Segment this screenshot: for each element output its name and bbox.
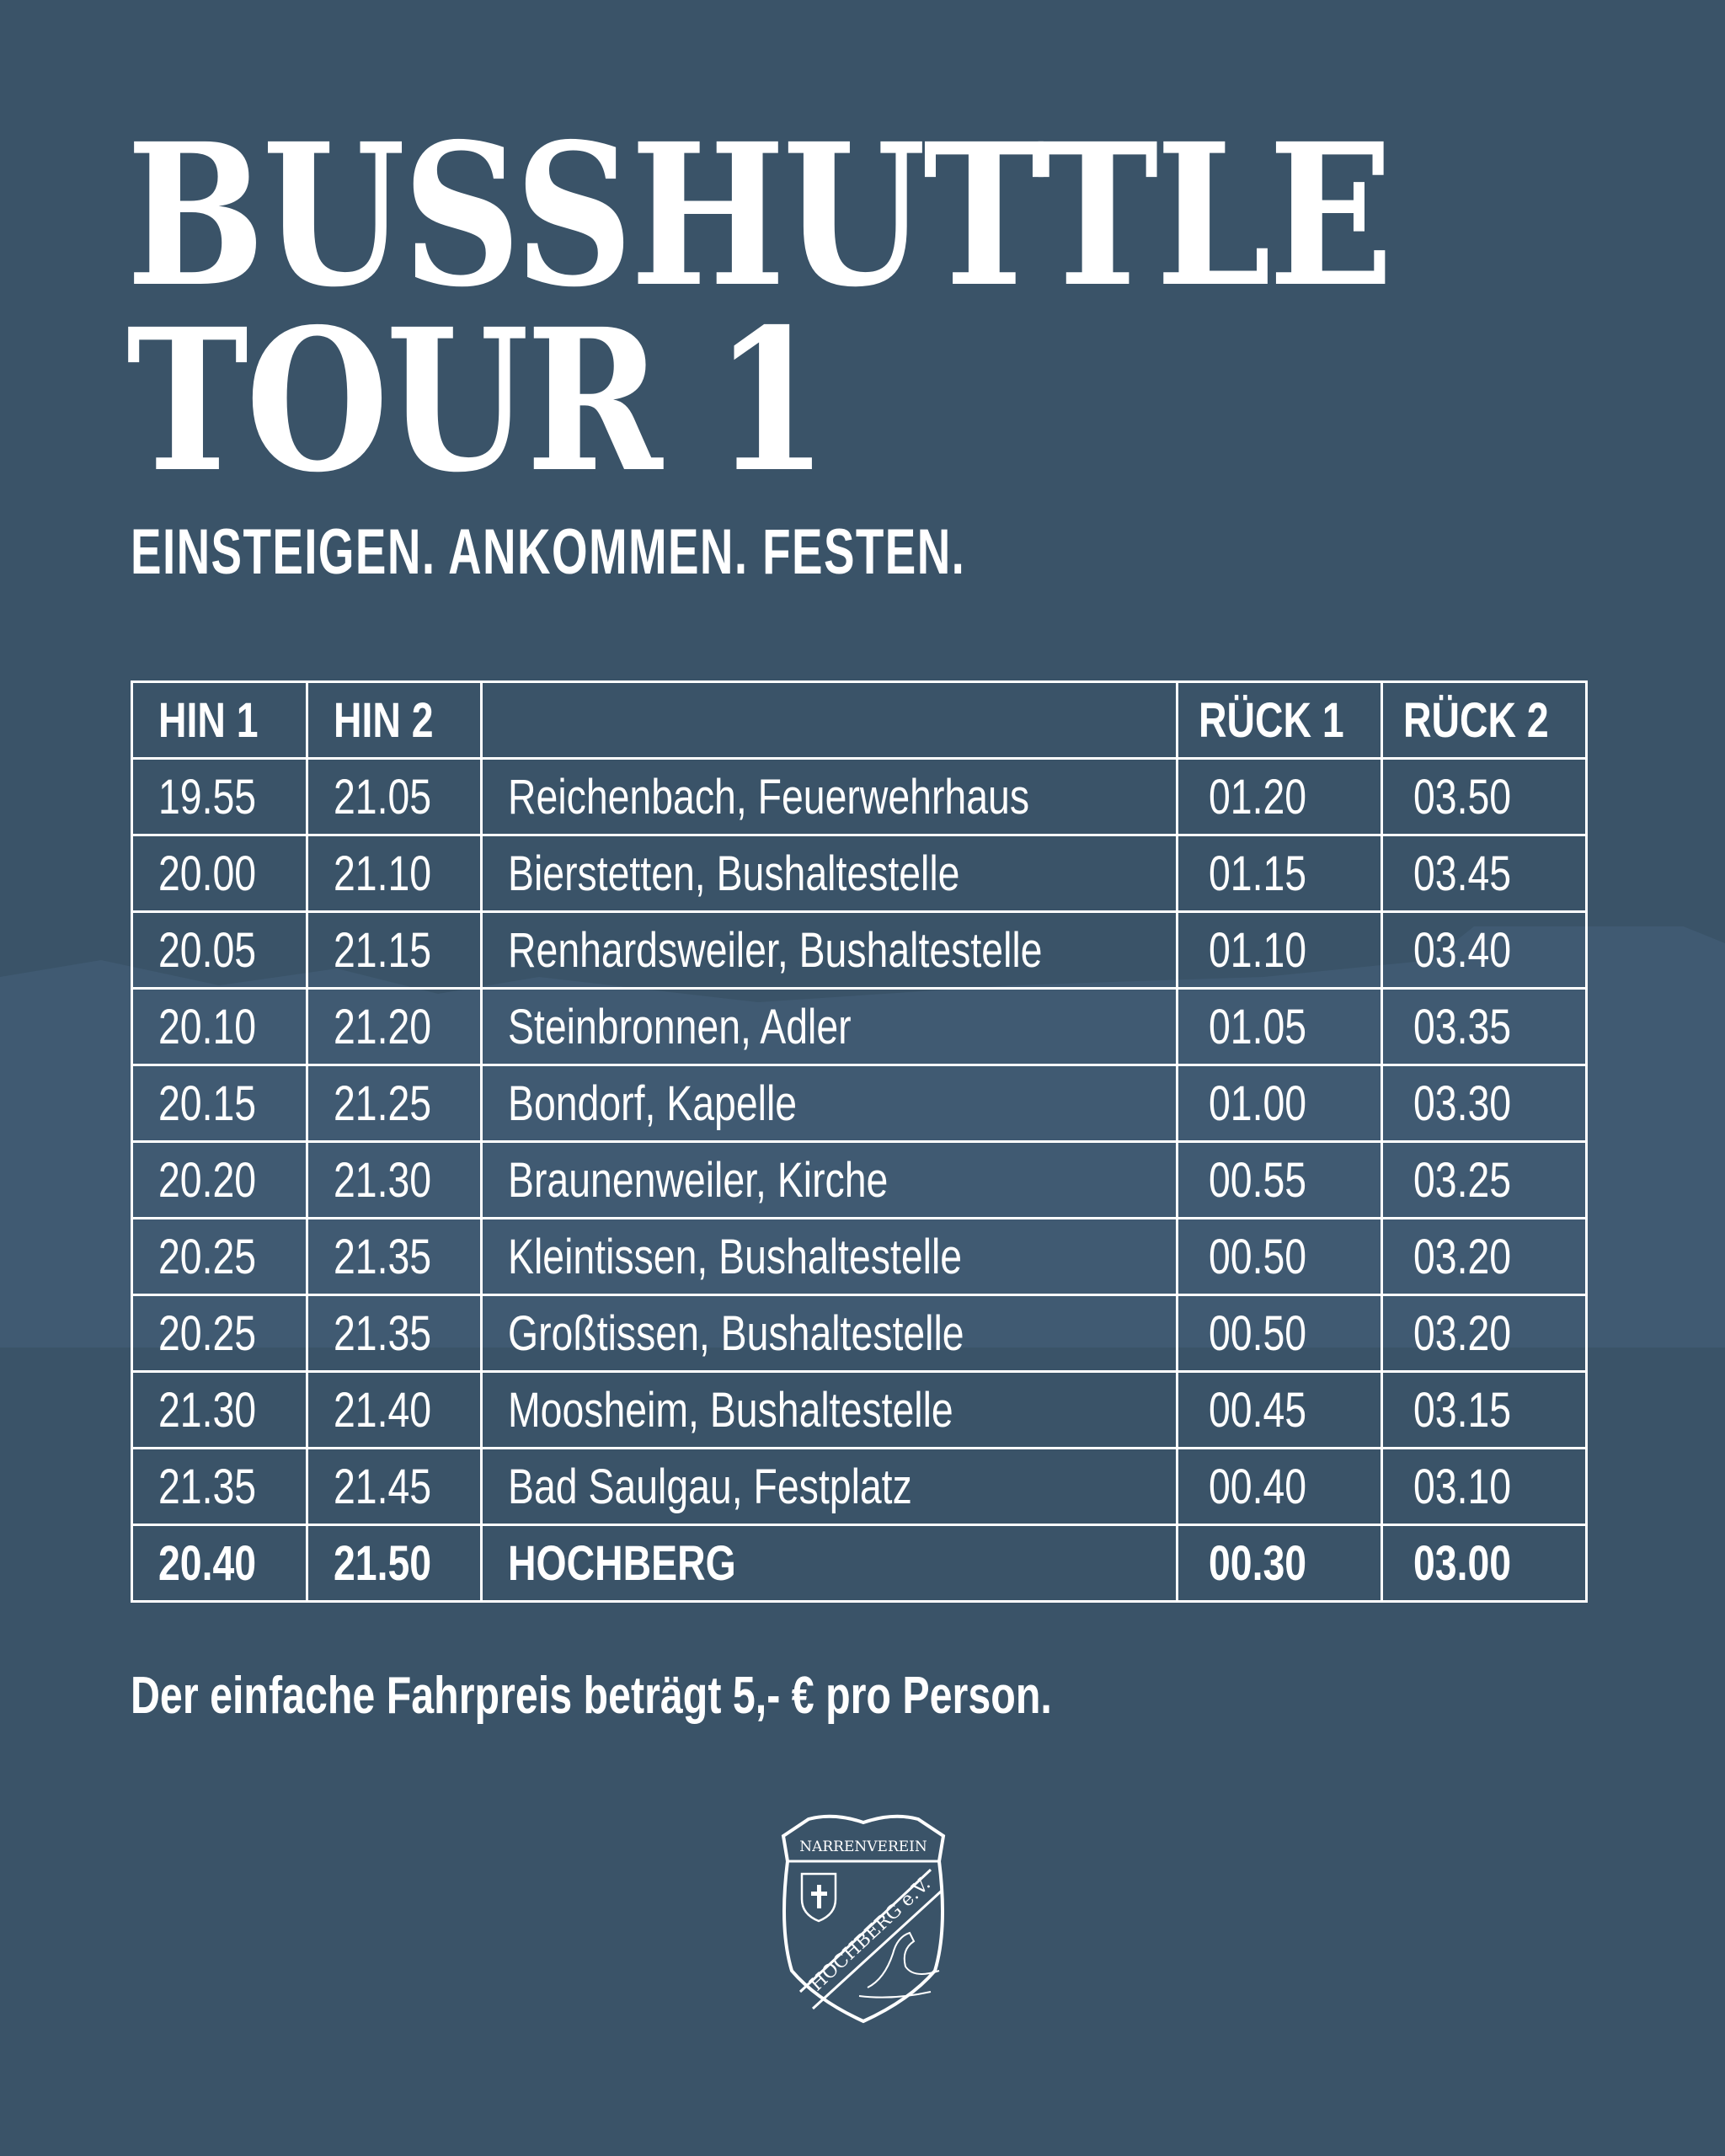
cell-rueck-1: 00.45 (1176, 1370, 1384, 1449)
cell-hin-1: 20.20 (131, 1140, 308, 1219)
cell-hin-2: 21.40 (305, 1370, 483, 1449)
cell-hin-1: 21.30 (131, 1370, 308, 1449)
cell-hin-1: 20.00 (131, 834, 308, 913)
cell-hin-2: 21.35 (305, 1294, 483, 1373)
table-row: 20.00 21.10 Bierstetten, Bushaltestelle 01.… (131, 834, 1588, 913)
cell-rueck-1: 01.10 (1176, 910, 1384, 990)
cell-hin-2: 21.35 (305, 1217, 483, 1296)
svg-text:NARRENVEREIN: NARRENVEREIN (799, 1838, 927, 1855)
cell-rueck-2: 03.35 (1381, 987, 1588, 1066)
cell-stop: Reichenbach, Feuerwehrhaus (480, 757, 1179, 836)
header-hin-1: HIN 1 (131, 680, 308, 760)
title-line-2: TOUR 1 (126, 286, 828, 515)
cell-stop: Braunenweiler, Kirche (480, 1140, 1179, 1219)
cell-rueck-1: 00.30 (1176, 1524, 1384, 1603)
cell-rueck-2: 03.30 (1381, 1064, 1588, 1143)
table-row: 20.05 21.15 Renhardsweiler, Bushaltestelle… (131, 910, 1588, 990)
cell-hin-2: 21.45 (305, 1447, 483, 1526)
cell-hin-1: 20.05 (131, 910, 308, 990)
cell-hin-1: 20.15 (131, 1064, 308, 1143)
cell-hin-1: 20.40 (131, 1524, 308, 1603)
cell-rueck-1: 01.05 (1176, 987, 1384, 1066)
table-row: 20.25 21.35 Kleintissen, Bushaltestelle 00.… (131, 1217, 1588, 1296)
cell-stop: HOCHBERG (480, 1524, 1179, 1603)
cell-stop: Bad Saulgau, Festplatz (480, 1447, 1179, 1526)
cell-rueck-2: 03.15 (1381, 1370, 1588, 1449)
cell-stop: Kleintissen, Bushaltestelle (480, 1217, 1179, 1296)
table-row: 20.15 21.25 Bondorf, Kapelle 01.00 03.30 (131, 1064, 1588, 1143)
cell-rueck-1: 00.50 (1176, 1217, 1384, 1296)
cell-hin-2: 21.30 (305, 1140, 483, 1219)
cell-hin-2: 21.50 (305, 1524, 483, 1603)
table-row: 20.40 21.50 HOCHBERG 00.30 03.00 (131, 1524, 1588, 1603)
cell-rueck-2: 03.20 (1381, 1294, 1588, 1373)
header-stop (480, 680, 1179, 760)
cell-hin-1: 20.25 (131, 1294, 308, 1373)
cell-stop: Steinbronnen, Adler (480, 987, 1179, 1066)
cell-rueck-1: 00.50 (1176, 1294, 1384, 1373)
fare-note: Der einfache Fahrpreis beträgt 5,- € pro… (131, 1667, 1052, 1725)
cell-stop: Bierstetten, Bushaltestelle (480, 834, 1179, 913)
table-row: 20.25 21.35 Großtissen, Bushaltestelle 00.5… (131, 1294, 1588, 1373)
header-hin-2: HIN 2 (305, 680, 483, 760)
header-rueck-1: RÜCK 1 (1176, 680, 1384, 760)
cell-hin-1: 21.35 (131, 1447, 308, 1526)
cell-stop: Moosheim, Bushaltestelle (480, 1370, 1179, 1449)
cell-rueck-2: 03.00 (1381, 1524, 1588, 1603)
cell-rueck-2: 03.20 (1381, 1217, 1588, 1296)
cell-hin-1: 20.10 (131, 987, 308, 1066)
subtitle: EINSTEIGEN. ANKOMMEN. FESTEN. (131, 516, 966, 588)
cell-rueck-1: 01.00 (1176, 1064, 1384, 1143)
cell-rueck-2: 03.40 (1381, 910, 1588, 990)
table-row: 21.30 21.40 Moosheim, Bushaltestelle 00.45 0… (131, 1370, 1588, 1449)
narrenverein-hochberg-logo: NARRENVEREIN HOCHBERG e.V. (781, 1814, 946, 2024)
table-row: 21.35 21.45 Bad Saulgau, Festplatz 00.40 03.… (131, 1447, 1588, 1526)
cell-hin-2: 21.10 (305, 834, 483, 913)
cell-hin-2: 21.25 (305, 1064, 483, 1143)
table-header-row: HIN 1 HIN 2 RÜCK 1 RÜCK 2 (131, 680, 1588, 760)
cell-rueck-1: 01.20 (1176, 757, 1384, 836)
cell-stop: Renhardsweiler, Bushaltestelle (480, 910, 1179, 990)
table-row: 20.10 21.20 Steinbronnen, Adler 01.05 03.35 (131, 987, 1588, 1066)
header-rueck-2: RÜCK 2 (1381, 680, 1588, 760)
schedule-table: HIN 1 HIN 2 RÜCK 1 RÜCK 2 19.55 21.05 Reic… (131, 680, 1588, 1603)
cell-hin-1: 20.25 (131, 1217, 308, 1296)
cell-rueck-2: 03.10 (1381, 1447, 1588, 1526)
cell-rueck-1: 01.15 (1176, 834, 1384, 913)
cell-rueck-2: 03.25 (1381, 1140, 1588, 1219)
cell-stop: Großtissen, Bushaltestelle (480, 1294, 1179, 1373)
cell-rueck-1: 00.55 (1176, 1140, 1384, 1219)
cell-rueck-1: 00.40 (1176, 1447, 1384, 1526)
cell-hin-2: 21.20 (305, 987, 483, 1066)
cell-hin-2: 21.05 (305, 757, 483, 836)
cell-hin-1: 19.55 (131, 757, 308, 836)
table-row: 19.55 21.05 Reichenbach, Feuerwehrhaus 01.2… (131, 757, 1588, 836)
cell-rueck-2: 03.50 (1381, 757, 1588, 836)
cell-hin-2: 21.15 (305, 910, 483, 990)
title-line-1: BUSSHUTTLE (126, 100, 1393, 330)
table-row: 20.20 21.30 Braunenweiler, Kirche 00.55 03.2… (131, 1140, 1588, 1219)
cell-stop: Bondorf, Kapelle (480, 1064, 1179, 1143)
cell-rueck-2: 03.45 (1381, 834, 1588, 913)
